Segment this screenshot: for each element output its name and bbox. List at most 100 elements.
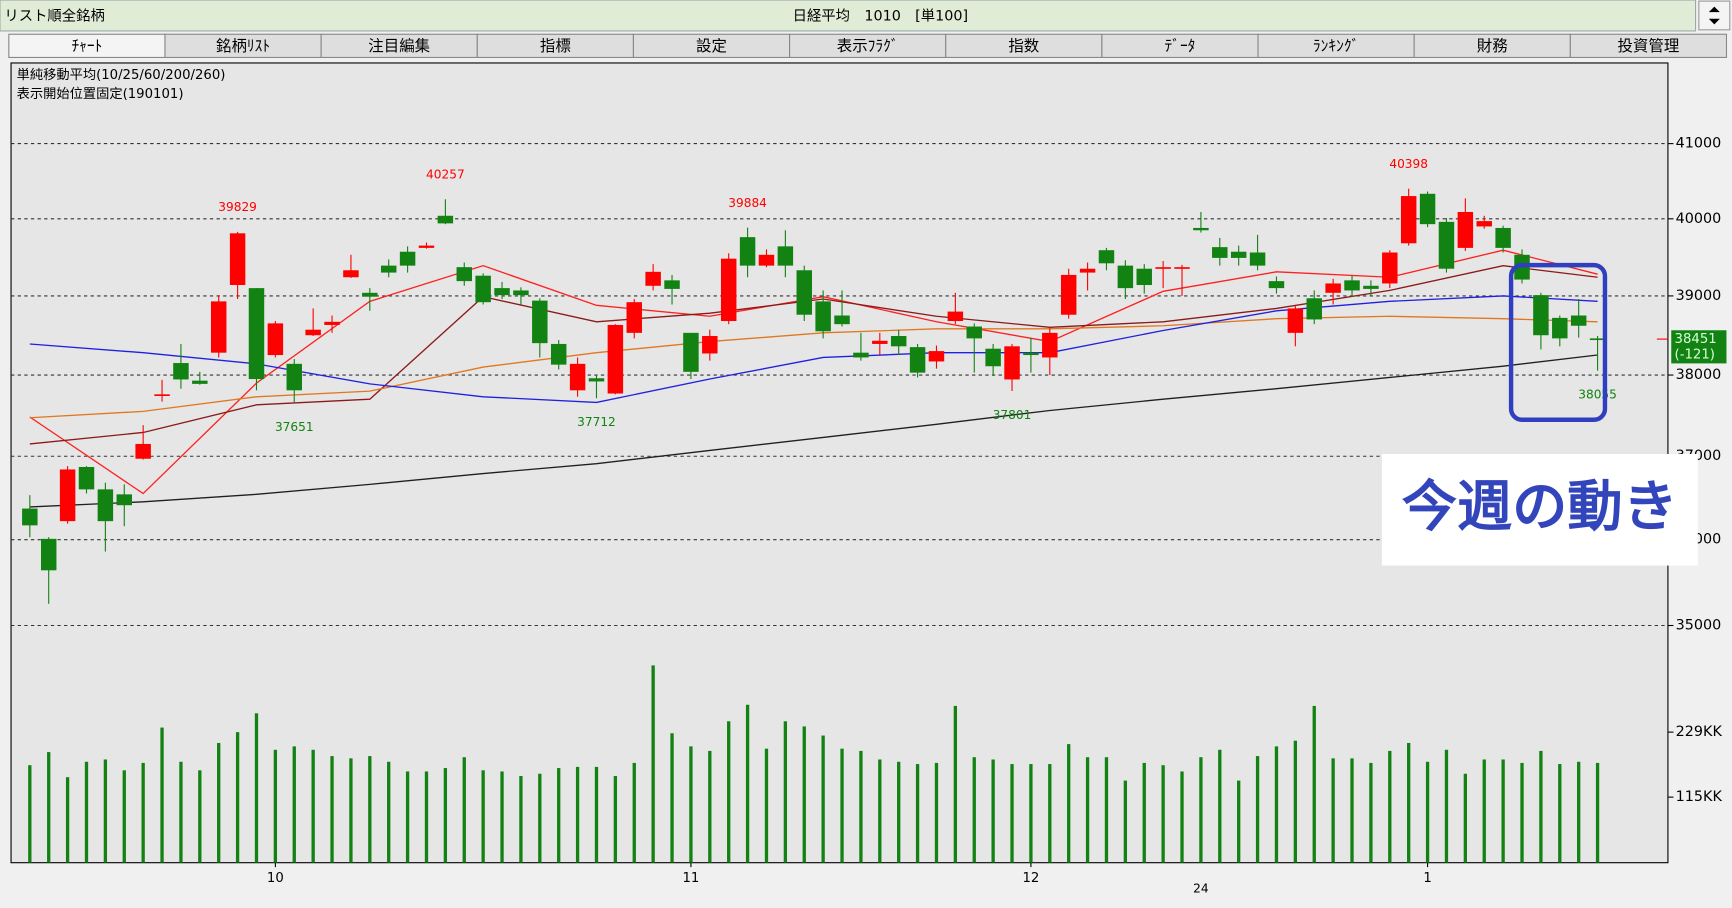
tab[interactable] xyxy=(1569,33,1728,59)
note-text: 今週の動き xyxy=(1402,475,1678,539)
tab-label: ﾗﾝｷﾝｸﾞ xyxy=(1313,37,1359,55)
peak-label: 40398 xyxy=(1389,157,1428,171)
volume-bar xyxy=(160,727,164,863)
candle-body xyxy=(1457,211,1474,248)
candle-body xyxy=(966,326,982,339)
candle-body xyxy=(192,380,208,384)
candle-body xyxy=(1098,250,1115,264)
candle-body xyxy=(437,215,454,224)
legend-line: 表示開始位置固定(190101) xyxy=(17,86,184,102)
tab-label: 表示ﾌﾗｸﾞ xyxy=(837,37,899,55)
volume-bar xyxy=(1067,744,1071,863)
volume-bar xyxy=(1444,749,1449,863)
volume-bar xyxy=(651,665,655,863)
tab-label: 指標 xyxy=(540,37,571,55)
trough-label: 37801 xyxy=(993,408,1032,422)
x-tick-label: 11 xyxy=(682,871,699,886)
candle-body xyxy=(1552,317,1568,339)
volume-bar xyxy=(292,746,296,863)
volume-bar xyxy=(405,771,410,863)
tab-label: ﾃﾞｰﾀ xyxy=(1165,37,1196,55)
candle-body xyxy=(1079,268,1096,273)
tab-label: 財務 xyxy=(1477,37,1508,55)
trough-label: 38055 xyxy=(1578,387,1617,401)
tab-label: 指数 xyxy=(1008,37,1039,55)
volume-bar xyxy=(1558,764,1562,863)
candle-body xyxy=(456,267,472,282)
volume-bar xyxy=(1010,764,1014,863)
tab-label: 銘柄ﾘｽﾄ xyxy=(216,37,270,55)
moving-average-line xyxy=(29,354,1598,508)
legend-line: 単純移動平均(10/25/60/200/260) xyxy=(17,67,226,83)
volume-bar xyxy=(613,776,618,863)
spin-button[interactable] xyxy=(1698,0,1731,31)
x-tick-label: 1 xyxy=(1423,871,1431,886)
volume-bar xyxy=(1388,750,1392,863)
volume-bar xyxy=(727,721,731,863)
candle-body xyxy=(1589,338,1606,341)
candle-body xyxy=(569,363,586,391)
candle-body xyxy=(1325,283,1341,293)
peak-label: 39884 xyxy=(728,196,767,210)
candle-body xyxy=(645,271,661,286)
candle-body xyxy=(362,292,378,297)
candle-body xyxy=(588,378,605,382)
volume-bar xyxy=(991,759,995,863)
volume-bar xyxy=(481,770,485,863)
volume-bar xyxy=(1218,749,1222,863)
volume-bar xyxy=(103,759,108,863)
volume-bar xyxy=(311,749,315,863)
volume-bar xyxy=(1274,746,1279,863)
volume-bar xyxy=(632,762,636,863)
candle-body xyxy=(1287,308,1304,333)
candle-body xyxy=(1268,281,1285,289)
volume-bar xyxy=(689,746,693,863)
y-tick-label: 41000 xyxy=(1676,136,1722,152)
volume-bar xyxy=(387,761,391,863)
volume-bar xyxy=(1029,764,1033,863)
volume-bar xyxy=(1482,759,1486,863)
volume-bar xyxy=(821,735,825,863)
peak-label: 40257 xyxy=(426,168,465,182)
candle-body xyxy=(248,288,265,380)
volume-bar xyxy=(462,757,466,863)
volume-bar xyxy=(1463,773,1468,863)
volume-bar xyxy=(84,761,89,863)
volume-bar xyxy=(65,777,70,863)
tab-label: ﾁｬｰﾄ xyxy=(71,37,102,55)
peak-label: 39829 xyxy=(218,200,257,214)
candle-body xyxy=(1438,221,1455,269)
highlight-box xyxy=(1508,262,1608,422)
last-price: 38451 xyxy=(1675,332,1717,347)
volume-bar xyxy=(972,757,976,863)
candle-body xyxy=(853,352,869,358)
volume-bar xyxy=(349,758,353,863)
candle-body xyxy=(210,301,227,353)
candle-body xyxy=(22,508,38,526)
volume-bar xyxy=(670,733,674,863)
volume-bar xyxy=(953,705,958,863)
candle-body xyxy=(267,323,284,356)
candle-body xyxy=(1174,267,1190,269)
volume-bar xyxy=(198,770,202,863)
candle-body xyxy=(475,275,491,303)
volume-bar xyxy=(1539,750,1543,863)
volume-bar xyxy=(934,762,939,863)
candle-body xyxy=(173,363,189,380)
volume-bar xyxy=(1425,761,1430,863)
candle-body xyxy=(1230,251,1247,258)
candle-body xyxy=(928,351,945,362)
candle-body xyxy=(1117,265,1134,289)
candle-body xyxy=(135,443,151,459)
volume-bar xyxy=(878,759,882,863)
candle-body xyxy=(1004,346,1020,380)
volume-bar xyxy=(1237,780,1241,863)
candle-body xyxy=(40,538,57,571)
volume-bar xyxy=(1312,705,1316,863)
candle-body xyxy=(1495,227,1511,248)
volume-bar xyxy=(1595,762,1600,863)
candle-body xyxy=(815,301,831,332)
candle-body xyxy=(626,302,642,333)
candle-body xyxy=(1382,252,1398,284)
candle-body xyxy=(1400,196,1417,244)
